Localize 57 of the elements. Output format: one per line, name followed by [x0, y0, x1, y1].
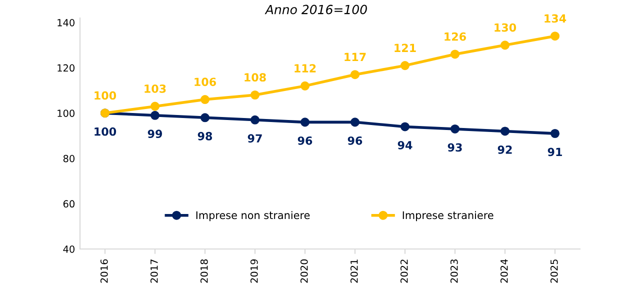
x-tick-label: 2024	[500, 259, 508, 283]
point	[150, 110, 160, 120]
y-tick-label: 60	[63, 200, 74, 208]
x-tick-label: 2020	[300, 259, 308, 283]
point	[200, 113, 210, 122]
y-tick-label: 120	[58, 64, 74, 72]
point	[250, 90, 260, 100]
x-tick-label: 2025	[550, 260, 558, 283]
point	[300, 81, 310, 90]
point	[350, 118, 360, 127]
data-label: 99	[148, 130, 162, 138]
y-tick-label: 100	[58, 110, 74, 117]
x-tick-label: 2017	[150, 260, 158, 283]
data-label: 112	[294, 64, 316, 72]
data-label: 93	[448, 143, 462, 152]
point	[150, 102, 160, 111]
x-tick-label: 2016	[100, 259, 108, 283]
data-label: 96	[348, 136, 362, 145]
chart-title: Anno 2016=100	[264, 4, 367, 14]
data-label: 108	[244, 73, 266, 82]
data-label: 97	[248, 134, 262, 143]
point	[350, 70, 360, 80]
data-label: 100	[94, 127, 116, 136]
point	[550, 128, 560, 138]
data-label: 91	[548, 148, 562, 156]
data-label: 98	[198, 132, 212, 140]
y-tick-label: 40	[63, 245, 74, 253]
point	[250, 115, 260, 124]
x-tick-label: 2023	[450, 260, 458, 283]
x-tick-label: 2019	[250, 259, 258, 283]
point	[500, 40, 510, 50]
point	[500, 126, 510, 136]
legend-label: Imprese non straniere	[196, 211, 310, 222]
data-label: 126	[444, 32, 466, 41]
data-label: 121	[394, 44, 416, 52]
data-label: 130	[494, 23, 516, 32]
data-label: 100	[94, 91, 116, 100]
data-label: 96	[298, 136, 312, 145]
y-tick-label: 80	[63, 154, 74, 162]
point	[400, 122, 410, 132]
y-tick-label: 140	[58, 19, 74, 26]
data-label: 117	[344, 52, 366, 62]
x-tick-label: 2021	[350, 260, 358, 283]
point	[450, 124, 460, 134]
point	[300, 118, 310, 127]
data-label: 103	[144, 84, 166, 93]
x-tick-label: 2018	[200, 259, 208, 283]
data-label: 94	[398, 140, 412, 150]
point	[450, 50, 460, 59]
point	[550, 32, 560, 41]
point	[400, 61, 410, 70]
point	[200, 95, 210, 104]
data-label: 134	[544, 14, 566, 23]
data-label: 92	[498, 146, 512, 154]
data-label: 106	[194, 78, 216, 86]
legend-label: Imprese straniere	[402, 211, 494, 222]
x-tick-label: 2022	[400, 260, 408, 283]
